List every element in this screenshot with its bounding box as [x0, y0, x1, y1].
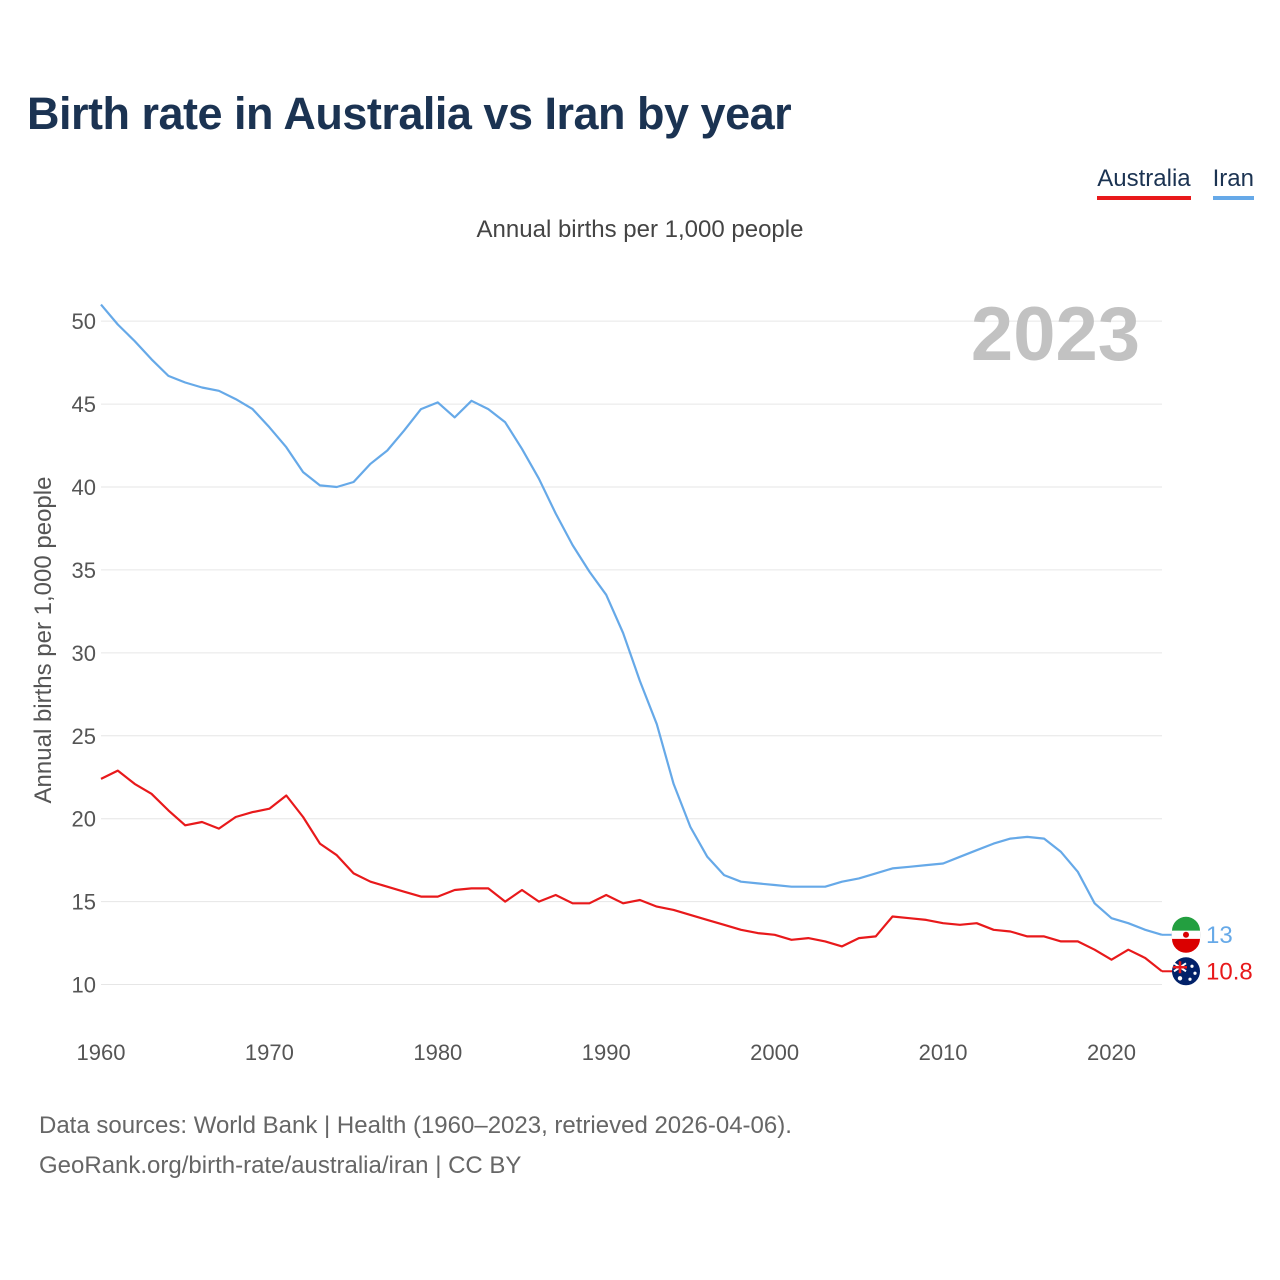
y-tick-label-15: 15 — [72, 890, 96, 915]
y-tick-label-40: 40 — [72, 475, 96, 500]
legend: Australia Iran — [1097, 165, 1254, 200]
year-watermark: 2023 — [971, 292, 1140, 377]
x-tick-label-1960: 1960 — [77, 1040, 126, 1065]
x-tick-label-2000: 2000 — [750, 1040, 799, 1065]
iran-flag-icon — [1171, 916, 1201, 953]
line-chart: 10 15 20 25 30 35 40 45 50 1960 1970 1980 1990 2000 20… — [30, 292, 1253, 1065]
series-line-iran — [100, 303, 1163, 936]
grid-lines — [101, 320, 1162, 986]
y-tick-label-20: 20 — [72, 807, 96, 832]
y-tick-label-35: 35 — [72, 558, 96, 583]
y-tick-label-50: 50 — [72, 309, 96, 334]
source-note: Data sources: World Bank | Health (1960–… — [39, 1106, 792, 1186]
axis-labels: 10 15 20 25 30 35 40 45 50 1960 1970 1980 1990 2000 20… — [72, 309, 1136, 1065]
chart-title: Birth rate in Australia vs Iran by year — [27, 88, 792, 139]
series-line-australia — [100, 769, 1163, 973]
y-tick-label-45: 45 — [72, 392, 96, 417]
series-end-markers: 10.8 13 — [1162, 916, 1253, 986]
x-tick-label-1970: 1970 — [245, 1040, 294, 1065]
x-tick-label-1990: 1990 — [582, 1040, 631, 1065]
end-label-australia: 10.8 — [1206, 958, 1253, 985]
end-label-iran: 13 — [1206, 922, 1233, 949]
series-lines — [100, 303, 1163, 973]
chart-subtitle: Annual births per 1,000 people — [476, 216, 804, 243]
x-tick-label-1980: 1980 — [413, 1040, 462, 1065]
source-line-2[interactable]: GeoRank.org/birth-rate/australia/iran | … — [39, 1152, 522, 1179]
legend-item-australia[interactable]: Australia — [1097, 165, 1191, 200]
australia-flag-icon — [1172, 957, 1200, 986]
legend-item-iran[interactable]: Iran — [1212, 165, 1254, 200]
y-tick-label-30: 30 — [72, 641, 96, 666]
y-axis-title: Annual births per 1,000 people — [30, 477, 57, 804]
y-tick-label-25: 25 — [72, 724, 96, 749]
y-tick-label-10: 10 — [72, 973, 96, 998]
source-line-1: Data sources: World Bank | Health (1960–… — [39, 1112, 792, 1139]
x-tick-label-2020: 2020 — [1087, 1040, 1136, 1065]
x-tick-label-2010: 2010 — [919, 1040, 968, 1065]
